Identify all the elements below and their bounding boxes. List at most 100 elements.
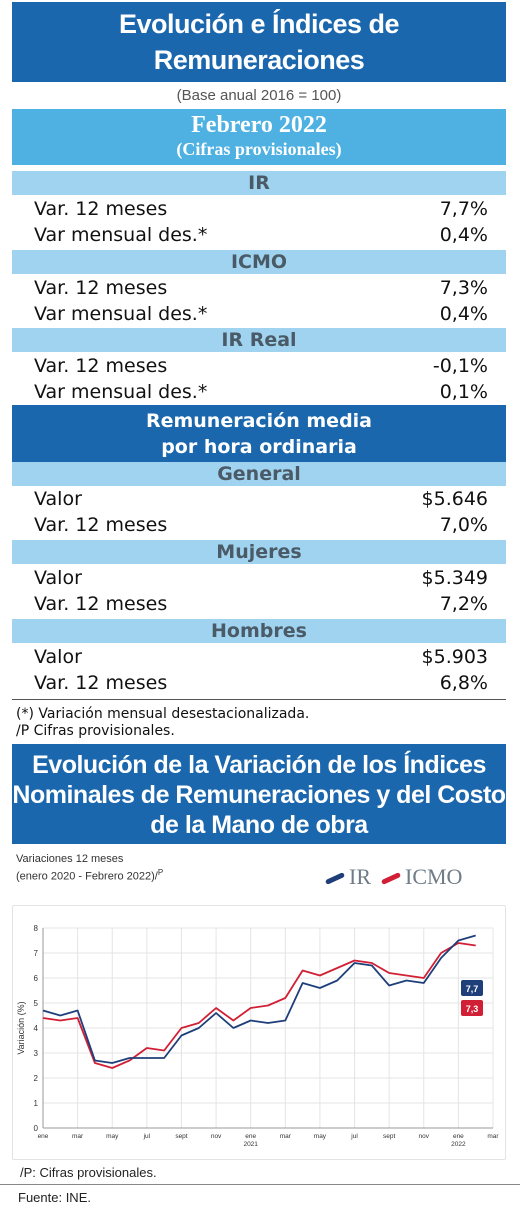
series-line-icmo [42,942,476,1069]
icmo-row-monthly: Var mensual des.* 0,4% [12,301,506,327]
ir-row-var12: Var. 12 meses 7,7% [12,196,506,222]
end-label-box-icmo [461,1000,483,1016]
period-banner: Febrero 2022 (Cifras provisionales) [12,109,506,165]
series-line-ir [42,934,476,1064]
ir-real-row-var12: Var. 12 meses -0,1% [12,353,506,379]
chart-period-text: (enero 2020 - Febrero 2022)/ [16,870,158,883]
remuneracion-heading-line2: por hora ordinaria [161,436,357,458]
row-value: $5.646 [421,488,488,510]
row-label: Var. 12 meses [34,198,168,220]
x-tick-label: nov [419,1133,430,1140]
row-label: Var. 12 meses [34,672,168,694]
period-label: Febrero 2022 [191,112,327,138]
row-value: $5.349 [421,567,488,589]
x-tick-label: mar [72,1133,84,1140]
x-tick-year-label: 2021 [243,1141,258,1148]
legend-label-ir: IR [349,864,371,889]
mujeres-row-value: Valor $5.349 [12,565,506,591]
row-label: Var mensual des.* [34,381,208,403]
x-tick-label: ene [38,1133,49,1140]
general-row-var12: Var. 12 meses 7,0% [12,512,506,538]
end-label-box-ir [461,980,483,996]
chart-section-title-line1: Evolución de la Variación de los Índices [32,751,486,779]
table-divider [12,699,506,700]
remuneracion-heading: Remuneración media por hora ordinaria [12,405,506,463]
row-value: $5.903 [421,646,488,668]
row-label: Valor [34,567,82,589]
y-tick-label: 6 [34,974,39,983]
row-value: 7,7% [439,198,488,220]
end-label-icmo: 7,3 [466,1004,479,1014]
y-tick-label: 8 [34,924,39,933]
x-tick-label: jul [143,1133,151,1140]
y-tick-label: 0 [34,1124,39,1133]
hombres-row-value: Valor $5.903 [12,644,506,670]
x-tick-label: mar [280,1133,292,1140]
x-tick-label: sept [383,1133,395,1140]
x-tick-year-label: 2022 [451,1141,466,1148]
y-tick-label: 2 [34,1074,39,1083]
x-tick-label: jul [350,1133,358,1140]
legend-label-icmo: ICMO [405,864,463,889]
chart-section-title-line2: Nominales de Remuneraciones y del Costo [12,781,506,809]
row-value: 7,2% [439,593,488,615]
row-value: 0,4% [439,303,488,325]
y-tick-label: 4 [34,1024,39,1033]
row-label: Var. 12 meses [34,514,168,536]
ir-row-monthly: Var mensual des.* 0,4% [12,222,506,248]
footer-divider [0,1184,520,1185]
legend-item-ir: IR [324,864,371,890]
end-label-ir: 7,7 [466,984,479,994]
legend-swatch-ir [324,872,346,886]
row-label: Var. 12 meses [34,355,168,377]
y-tick-label: 7 [34,949,39,958]
row-label: Valor [34,488,82,510]
main-title-line1: Evolución e Índices de Remuneraciones [118,9,400,75]
ir-heading: IR [12,171,506,195]
footer-source: Fuente: INE. [18,1190,91,1205]
chart-section-title-line3: de la Mano de obra [150,811,368,839]
row-value: 6,8% [439,672,488,694]
icmo-heading: ICMO [12,250,506,274]
row-label: Var mensual des.* [34,224,208,246]
general-heading: General [12,462,506,486]
hombres-heading: Hombres [12,619,506,643]
y-tick-label: 5 [34,999,39,1008]
remuneracion-heading-line1: Remuneración media [145,410,373,432]
main-title-banner: Evolución e Índices de Remuneraciones y … [12,2,506,111]
x-tick-label: ene [453,1133,464,1140]
y-tick-label: 3 [34,1049,39,1058]
row-label: Var mensual des.* [34,303,208,325]
row-value: -0,1% [432,355,488,377]
ir-real-row-monthly: Var mensual des.* 0,1% [12,379,506,405]
row-label: Var. 12 meses [34,593,168,615]
general-row-value: Valor $5.646 [12,486,506,512]
chart-period: (enero 2020 - Febrero 2022)/P [16,866,163,884]
mujeres-heading: Mujeres [12,540,506,564]
chart-period-sup: P [157,868,164,877]
hombres-row-var12: Var. 12 meses 6,8% [12,670,506,696]
x-tick-label: may [314,1133,327,1140]
row-value: 7,0% [439,514,488,536]
period-note: (Cifras provisionales) [176,139,342,159]
footer-provisional: /P: Cifras provisionales. [20,1165,157,1180]
x-tick-label: sept [175,1133,187,1140]
footnote-seasonal: (*) Variación mensual desestacionalizada… [16,706,310,722]
legend-item-icmo: ICMO [380,864,463,890]
mujeres-row-var12: Var. 12 meses 7,2% [12,591,506,617]
row-value: 0,1% [439,381,488,403]
footnote-provisional: /P Cifras provisionales. [16,723,175,739]
x-tick-label: may [106,1133,119,1140]
ir-real-heading: IR Real [12,328,506,352]
legend-swatch-icmo [380,872,402,886]
icmo-row-var12: Var. 12 meses 7,3% [12,275,506,301]
x-tick-label: ene [245,1133,256,1140]
main-title-line2: y Costo de la Mano de Obra [87,81,431,111]
chart-subtitle: Variaciones 12 meses [16,853,124,865]
row-label: Var. 12 meses [34,277,168,299]
row-label: Valor [34,646,82,668]
chart-section-title: Evolución de la Variación de los Índices… [12,744,506,844]
row-value: 0,4% [439,224,488,246]
base-year-note: (Base anual 2016 = 100) [176,87,342,104]
